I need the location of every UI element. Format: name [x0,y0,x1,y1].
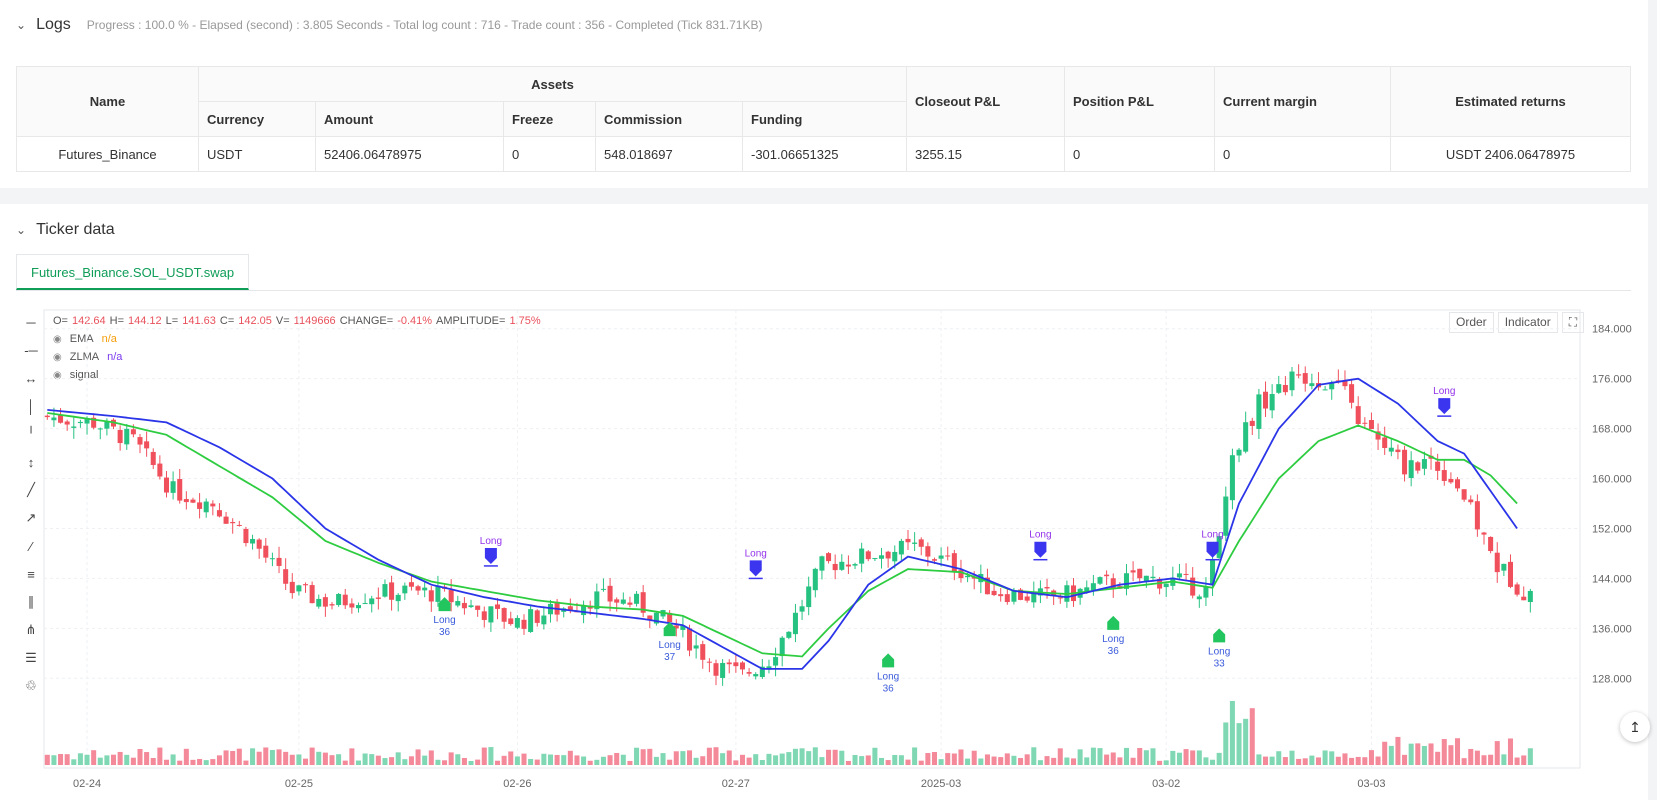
table-row: Futures_Binance USDT 52406.06478975 0 54… [16,136,1631,172]
horizontal-line-icon[interactable]: ─ [26,314,36,330]
trash-icon[interactable]: ♲ [25,678,37,693]
ohlc-amp-label: AMPLITUDE= [436,315,506,327]
chart-buttons: Order Indicator ⛶ [1449,312,1585,333]
indicator-button[interactable]: Indicator [1497,312,1558,333]
col-assets: Assets [198,66,907,102]
logs-title: Logs [36,16,71,33]
order-button[interactable]: Order [1449,312,1494,333]
ohlc-change: -0.41% [397,315,433,327]
col-returns: Estimated returns [1390,66,1631,137]
ohlc-c-label: C= [219,315,235,327]
tab-sol-usdt[interactable]: Futures_Binance.SOL_USDT.swap [16,254,250,290]
fullscreen-icon[interactable]: ⛶ [1561,312,1585,333]
legend-signal-name: signal [69,369,99,381]
ohlc-v-label: V= [275,315,290,327]
extended-line-icon[interactable]: ↔ [24,370,38,386]
horizontal-ray-icon[interactable]: ‐─ [24,342,38,358]
col-funding: Funding [742,101,907,137]
cell-freeze: 0 [503,136,596,172]
cell-position: 0 [1064,136,1215,172]
cell-margin: 0 [1214,136,1391,172]
ohlc-change-label: CHANGE= [339,315,394,327]
ray-icon[interactable]: ↗ [25,510,37,525]
ohlc-legend: O= 142.64 H= 144.12 L= 141.63 C= 142.05 V= 11… [53,315,541,327]
chevron-down-icon[interactable]: ⌄ [16,223,27,237]
col-margin: Current margin [1214,66,1391,137]
legend-ema-value: n/a [101,333,117,345]
logs-meta: Progress : 100.0 % - Elapsed (second) : … [86,18,763,32]
col-position: Position P&L [1064,66,1215,137]
legend-zlma-name: ZLMA [69,351,100,363]
logs-header[interactable]: ⌄ Logs Progress : 100.0 % - Elapsed (sec… [16,16,762,34]
scroll-top-button[interactable]: ↥ [1620,712,1650,742]
legend-ema-name: EMA [69,333,94,345]
ohlc-h-label: H= [109,315,125,327]
col-currency: Currency [198,101,316,137]
segment-icon[interactable]: ∕ [29,538,33,554]
eye-icon[interactable]: ◉ [53,351,62,363]
cell-name: Futures_Binance [16,136,199,172]
ticker-panel: ⌄ Ticker data Futures_Binance.SOL_USDT.s… [0,204,1648,800]
eye-icon[interactable]: ◉ [53,333,62,345]
pitchfork-icon[interactable]: ⋔ [25,622,37,637]
vertical-ray-icon[interactable]: ╵ [27,426,35,441]
parallel-channel-icon[interactable]: ∥ [27,594,35,609]
eye-icon[interactable]: ◉ [53,369,62,381]
cell-amount: 52406.06478975 [315,136,504,172]
drawing-toolbar: ─ ‐─ ↔ │ ╵ ↕ ╱ ↗ ∕ ≡ ∥ ⋔ ☰ ♲ [18,308,44,708]
ticker-title: Ticker data [36,221,115,238]
ohlc-close: 142.05 [238,315,272,327]
ticker-header[interactable]: ⌄ Ticker data [16,221,115,239]
cell-commission: 548.018697 [595,136,743,172]
layers-icon[interactable]: ☰ [25,650,37,665]
tab-divider [16,290,1631,291]
col-commission: Commission [595,101,743,137]
cell-currency: USDT [198,136,316,172]
ohlc-volume: 1149666 [293,315,336,327]
ohlc-low: 141.63 [182,315,216,327]
cell-returns: USDT 2406.06478975 [1390,136,1631,172]
ohlc-l-label: L= [165,315,179,327]
chevron-down-icon[interactable]: ⌄ [16,18,27,32]
ohlc-o-label: O= [53,315,68,327]
legend-ema[interactable]: ◉ EMA n/a [53,333,117,345]
assets-table: Name Assets Closeout P&L Position P&L Cu… [16,66,1631,172]
col-amount: Amount [315,101,504,137]
legend-signal[interactable]: ◉ signal [53,369,98,381]
ohlc-high: 144.12 [128,315,162,327]
ohlc-amplitude: 1.75% [509,315,541,327]
cell-closeout: 3255.15 [906,136,1065,172]
vertical-line-icon[interactable]: │ [26,398,36,414]
col-freeze: Freeze [503,101,596,137]
legend-zlma-value: n/a [107,351,123,363]
trend-line-icon[interactable]: ╱ [27,482,35,497]
cell-funding: -301.06651325 [742,136,907,172]
col-name: Name [16,66,199,137]
measure-icon[interactable]: ≡ [27,566,35,582]
logs-panel: ⌄ Logs Progress : 100.0 % - Elapsed (sec… [0,0,1648,188]
legend-zlma[interactable]: ◉ ZLMA n/a [53,351,122,363]
vertical-segment-icon[interactable]: ↕ [27,454,35,470]
col-closeout: Closeout P&L [906,66,1065,137]
ohlc-open: 142.64 [71,315,106,327]
